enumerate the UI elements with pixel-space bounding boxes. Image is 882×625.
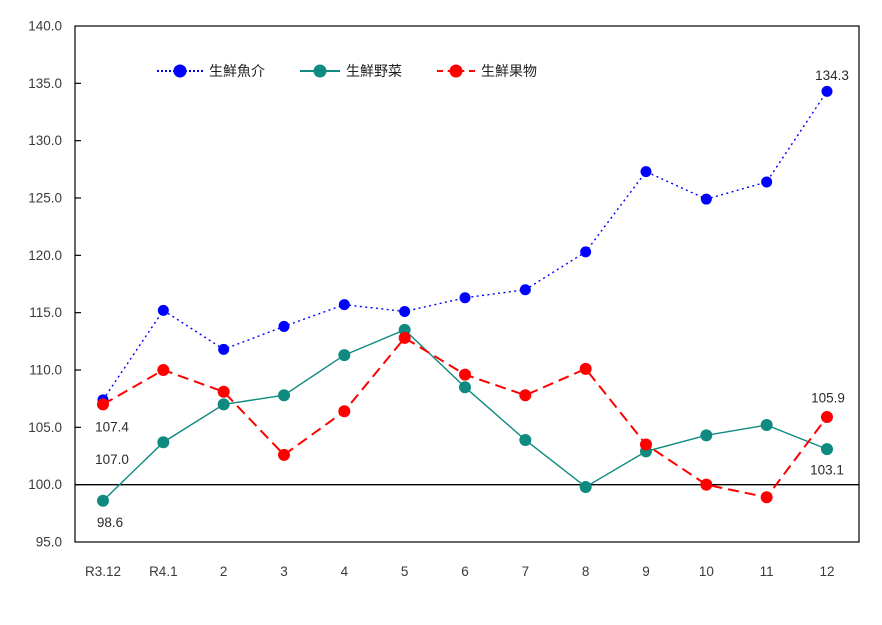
data-point-series-1 [277, 389, 290, 402]
y-axis-label: 115.0 [29, 305, 62, 320]
fruits-marker-icon [449, 64, 463, 78]
y-axis-label: 110.0 [29, 363, 62, 378]
y-axis-label: 125.0 [28, 191, 62, 206]
y-axis-label: 95.0 [36, 535, 62, 550]
x-axis-label: 4 [341, 564, 349, 579]
data-point-series-0 [700, 193, 712, 205]
x-axis-label: 9 [642, 564, 650, 579]
vegetables-solid-line-icon [300, 64, 340, 78]
data-point-series-2 [277, 448, 290, 461]
data-point-series-2 [217, 385, 230, 398]
data-point-series-2 [519, 389, 532, 402]
data-point-series-1 [97, 494, 109, 507]
data-point-series-2 [700, 478, 713, 491]
data-point-series-2 [157, 364, 170, 376]
y-axis-label: 140.0 [28, 19, 62, 34]
data-point-series-2 [579, 362, 592, 375]
data-point-series-0 [519, 284, 531, 296]
point-label: 103.1 [810, 463, 844, 478]
point-label: 134.3 [815, 68, 849, 83]
data-point-series-0 [399, 306, 411, 318]
x-axis-label: 7 [522, 564, 530, 579]
data-point-series-0 [218, 343, 230, 355]
legend-item-fresh-fruits: 生鮮果物 [437, 63, 537, 79]
point-label: 105.9 [811, 391, 845, 406]
data-point-series-2 [97, 398, 109, 411]
series-line-1 [102, 329, 828, 502]
x-axis-label: 11 [760, 564, 774, 579]
point-label: 107.4 [95, 419, 129, 434]
x-axis-label: 6 [461, 564, 469, 579]
data-point-series-2 [760, 491, 773, 504]
x-axis-label: 5 [401, 564, 409, 579]
fruits-dashed-line-icon [437, 64, 475, 78]
data-point-series-0 [338, 299, 350, 311]
data-point-series-0 [640, 166, 652, 178]
x-axis-label: 8 [582, 564, 590, 579]
data-point-series-1 [217, 398, 230, 411]
legend-item-fresh-seafood: 生鮮魚介 [157, 63, 265, 79]
point-label: 98.6 [97, 515, 123, 530]
y-axis-label: 135.0 [28, 76, 62, 91]
data-point-series-2 [639, 438, 652, 451]
y-axis-label: 120.0 [28, 248, 62, 263]
data-point-series-1 [700, 429, 713, 442]
data-point-series-0 [580, 246, 592, 258]
point-label: 107.0 [95, 452, 129, 467]
data-point-series-2 [338, 405, 351, 418]
vegetables-marker-icon [313, 64, 327, 78]
x-axis-label: 10 [699, 564, 714, 579]
x-axis-label: 12 [819, 564, 834, 579]
data-point-series-1 [579, 480, 592, 493]
y-axis-label: 100.0 [28, 477, 62, 492]
data-point-series-1 [338, 349, 351, 362]
y-axis-label: 105.0 [28, 420, 62, 435]
plot-border [74, 25, 860, 543]
data-point-series-1 [157, 436, 170, 449]
seafood-marker-icon [173, 64, 187, 78]
data-point-series-0 [459, 292, 471, 304]
x-axis-label: R4.1 [149, 564, 178, 579]
data-point-series-0 [157, 304, 169, 316]
legend-label-fresh-fruits: 生鮮果物 [481, 63, 537, 79]
data-point-series-1 [458, 381, 471, 394]
data-point-series-2 [398, 331, 411, 344]
data-point-series-2 [458, 368, 471, 381]
data-point-series-1 [760, 419, 773, 432]
data-point-series-1 [820, 443, 833, 456]
data-point-series-2 [820, 411, 833, 424]
legend-item-fresh-vegetables: 生鮮野菜 [300, 63, 402, 79]
legend-label-fresh-vegetables: 生鮮野菜 [346, 63, 402, 79]
series-line-0 [102, 90, 828, 401]
seafood-dotted-line-icon [157, 64, 203, 78]
data-point-series-1 [519, 433, 532, 446]
data-point-series-0 [761, 176, 773, 188]
x-axis-label: 2 [220, 564, 228, 579]
data-point-series-0 [278, 320, 290, 332]
series-line-2 [102, 336, 828, 499]
y-axis-label: 130.0 [28, 133, 62, 148]
x-axis-label: R3.12 [85, 564, 121, 579]
x-axis-label: 3 [280, 564, 288, 579]
data-point-series-0 [821, 85, 833, 97]
legend-label-fresh-seafood: 生鮮魚介 [209, 63, 265, 79]
